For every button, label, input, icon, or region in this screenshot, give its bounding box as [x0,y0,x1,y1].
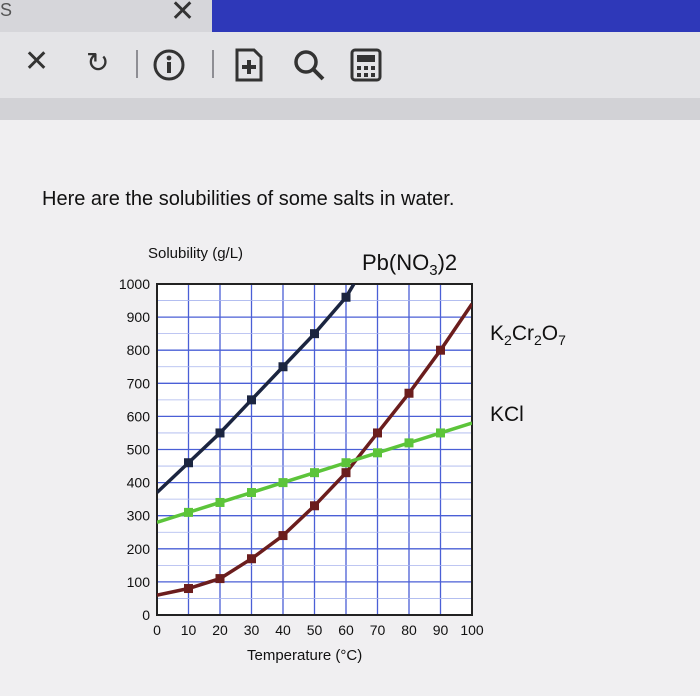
data-point [404,438,414,448]
x-tick-label: 20 [212,622,228,638]
y-tick-label: 400 [127,475,151,491]
y-tick-label: 900 [127,309,151,325]
toolbar-separator [136,50,138,78]
close-icon[interactable]: ✕ [24,45,50,78]
series-label-k2cr2o7: K2Cr2O7 [490,322,566,348]
data-point [341,458,351,468]
x-tick-label: 40 [275,622,291,638]
data-point [215,574,225,584]
y-tick-label: 800 [127,342,151,358]
x-tick-label: 30 [244,622,260,638]
data-point [373,428,382,438]
y-tick-label: 100 [127,574,151,590]
x-tick-label: 90 [433,622,449,638]
x-tick-label: 70 [370,622,386,638]
x-tick-label: 80 [401,622,417,638]
data-point [436,428,445,438]
y-tick-label: 200 [127,541,151,557]
x-tick-label: 100 [460,622,484,638]
y-tick-label: 1000 [119,276,150,292]
y-tick-label: 600 [127,408,151,424]
data-point [310,468,319,478]
data-point [247,488,256,498]
calculator-icon[interactable] [350,48,382,82]
data-point [184,507,193,517]
data-point [278,531,288,541]
y-tick-label: 300 [127,508,151,524]
data-point [341,292,351,302]
data-point [310,329,319,339]
data-point [310,501,319,511]
series-label-kcl: KCl [490,403,524,426]
plot-border [156,283,473,616]
x-tick-label: 60 [338,622,354,638]
data-point [341,468,351,478]
series-label-pb-no3-2: Pb(NO3)2 [362,250,457,279]
data-point [247,554,256,564]
data-point [215,428,225,438]
data-point [436,345,445,355]
data-point [184,584,193,594]
data-point [278,478,288,488]
data-point [247,395,256,405]
add-page-icon[interactable] [234,48,264,82]
data-point [184,458,193,468]
data-point [404,388,414,398]
y-tick-label: 700 [127,375,151,391]
y-tick-label: 0 [142,607,150,623]
reload-icon[interactable]: ↻ [86,47,110,78]
data-point [215,497,225,507]
x-tick-label: 0 [153,622,161,638]
info-icon[interactable] [152,48,186,82]
toolbar-separator [212,50,214,78]
search-icon[interactable] [292,48,326,82]
active-window-strip [212,0,700,32]
x-tick-label: 10 [181,622,197,638]
tab-close-icon[interactable]: ✕ [170,0,196,28]
x-tick-label: 50 [307,622,323,638]
data-point [278,362,288,372]
browser-tab-bar: S ✕ [0,0,700,32]
toolbar-shadow-band [0,98,700,120]
y-axis-label: Solubility (g/L) [148,245,243,262]
data-point [373,448,382,458]
question-text: Here are the solubilities of some salts … [42,188,455,210]
x-axis-label: Temperature (°C) [247,647,362,664]
y-tick-label: 500 [127,442,151,458]
tab-fragment: S [0,0,13,20]
series-line-0 [157,284,356,494]
